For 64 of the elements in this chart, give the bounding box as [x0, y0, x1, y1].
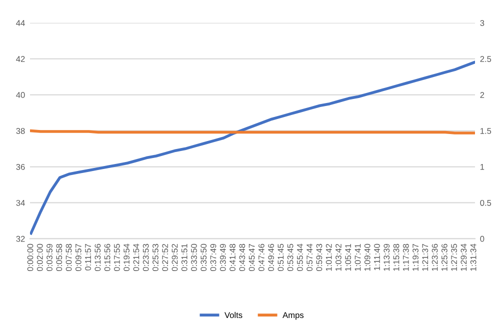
x-tick-label: 1:27:35 [451, 244, 458, 271]
y-tick-label: 36 [16, 164, 25, 170]
x-tick-label: 1:03:42 [336, 244, 342, 271]
x-tick-label: 1:25:36 [441, 244, 448, 271]
legend-label: Amps [282, 312, 304, 320]
x-tick-label: 0:41:48 [230, 244, 236, 272]
x-tick-label: 0:51:45 [278, 244, 284, 272]
x-tick-label: 1:11:40 [374, 244, 380, 270]
x-tick-label: 0:29:52 [172, 244, 178, 272]
x-tick-label: 1:01:42 [326, 244, 332, 271]
x-tick-label: 0:05:58 [56, 244, 62, 272]
x-tick-label: 0:39:49 [220, 244, 226, 272]
x-tick-label: 0:47:46 [258, 244, 264, 272]
x-tick-label: 0:35:50 [200, 244, 207, 272]
y2-tick-label: 1.5 [480, 128, 492, 134]
x-tick-label: 0:33:50 [191, 244, 197, 272]
x-tick-label: 0:02:00 [36, 244, 43, 272]
x-tick-label: 1:31:34 [470, 244, 476, 271]
x-tick-label: 0:57:44 [306, 244, 313, 272]
x-tick-label: 0:03:59 [46, 244, 52, 272]
x-tick-label: 1:19:37 [412, 244, 418, 271]
y2-tick-label: 0.5 [480, 200, 492, 206]
x-tick-label: 1:15:38 [393, 244, 400, 271]
x-tick-label: 0:49:46 [268, 244, 274, 272]
y-tick-label: 34 [16, 200, 25, 206]
x-tick-label: 1:29:34 [460, 244, 467, 271]
y-tick-label: 38 [16, 128, 25, 134]
line-series [30, 61, 475, 235]
legend-label: Volts [224, 312, 242, 318]
x-tick-label: 0:15:56 [104, 244, 110, 272]
y-tick-label: 32 [16, 236, 25, 242]
x-tick-label: 1:23:36 [432, 244, 438, 271]
x-tick-label: 0:31:51 [181, 244, 188, 272]
x-tick-label: 0:11:57 [85, 244, 91, 270]
x-tick-label: 0:23:53 [142, 244, 149, 272]
x-tick-label: 0:27:52 [162, 244, 168, 272]
x-tick-label: 1:13:39 [384, 244, 390, 271]
x-tick-label: 1:05:41 [345, 244, 352, 271]
x-tick-label: 0:59:43 [316, 244, 322, 272]
x-tick-label: 0:17:55 [114, 244, 120, 272]
x-tick-label: 0:25:53 [152, 244, 158, 272]
x-tick-label: 1:09:40 [364, 244, 370, 271]
x-tick-label: 0:07:58 [66, 244, 72, 272]
x-tick-label: 0:00:00 [27, 244, 34, 272]
y2-tick-label: 0 [480, 236, 484, 242]
x-tick-label: 0:09:57 [75, 244, 82, 272]
x-tick-label: 0:43:48 [239, 244, 246, 272]
y2-tick-label: 1 [480, 164, 484, 170]
x-tick-label: 0:37:49 [210, 244, 216, 272]
x-tick-label: 0:53:45 [287, 244, 294, 272]
y-tick-label: 42 [16, 56, 25, 62]
x-tick-label: 0:45:47 [248, 244, 255, 272]
x-tick-label: 1:21:37 [422, 244, 428, 271]
y2-tick-label: 3 [480, 20, 484, 26]
y2-tick-label: 2.5 [480, 56, 492, 62]
y-tick-label: 44 [16, 20, 25, 26]
x-tick-label: 0:55:44 [296, 244, 303, 272]
x-tick-label: 1:07:41 [354, 244, 361, 271]
x-tick-label: 0:21:54 [133, 244, 140, 272]
y-tick-label: 40 [16, 92, 25, 98]
x-tick-label: 1:17:38 [402, 244, 409, 271]
x-tick-label: 0:19:54 [124, 244, 130, 272]
x-tick-label: 0:13:56 [94, 244, 101, 272]
y2-tick-label: 2 [480, 92, 484, 98]
